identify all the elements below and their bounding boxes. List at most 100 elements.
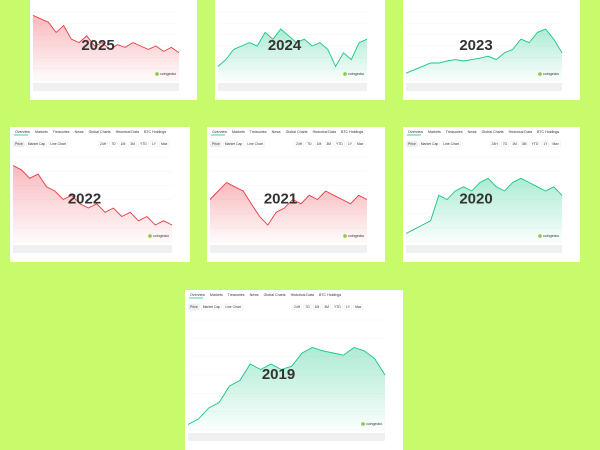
- chart-button-box: [245, 140, 265, 148]
- chart-button-box: [305, 140, 314, 148]
- chart-button: Max: [355, 305, 362, 309]
- chart-button-box: [118, 140, 127, 148]
- chart-button: Market Cap: [225, 142, 243, 146]
- price-area: [406, 29, 562, 80]
- chart-button: YTD: [334, 305, 341, 309]
- tab: News: [468, 130, 477, 134]
- chart-button: 1Y: [346, 305, 351, 309]
- tab: Historical Data: [509, 130, 532, 134]
- price-line: [405, 177, 563, 234]
- brand-name: coingecko: [153, 234, 169, 238]
- year-label: 2024: [268, 37, 302, 54]
- year-label: 2020: [459, 190, 492, 207]
- tab: Markets: [428, 130, 441, 134]
- chart-button: Line Chart: [225, 305, 241, 309]
- chart-button: 1M: [512, 142, 517, 146]
- chart-button-box: [355, 140, 366, 148]
- brand-name: coingecko: [543, 72, 559, 76]
- brand-logo: [361, 422, 365, 426]
- volume-strip: [13, 245, 172, 253]
- year-label: 2025: [81, 37, 114, 54]
- chart-button-box: [419, 140, 440, 148]
- tab: BTC Holdings: [319, 293, 341, 297]
- chart-panel: Overview Markets Treasuries News Global Char…: [10, 127, 190, 262]
- chart-button: YTD: [336, 142, 343, 146]
- chart-button: Line Chart: [247, 142, 263, 146]
- chart-panel: 2025 coingecko: [30, 0, 197, 100]
- chart-button-box: [201, 303, 222, 311]
- tab: Historical Data: [291, 293, 314, 297]
- brand-logo: [343, 72, 347, 76]
- chart-button: 1M: [317, 142, 322, 146]
- price-line: [32, 14, 180, 54]
- price-line: [217, 28, 368, 68]
- chart-button-box: [489, 140, 500, 148]
- chart-button-box: [159, 140, 170, 148]
- chart-button: Line Chart: [443, 142, 459, 146]
- tab: BTC Holdings: [341, 130, 363, 134]
- brand-name: coingecko: [366, 422, 382, 426]
- chart-button: 7D: [111, 142, 116, 146]
- chart-button-box: [98, 140, 108, 148]
- chart-button-box: [314, 140, 323, 148]
- tab: Global Charts: [264, 293, 286, 297]
- tab: Markets: [210, 293, 223, 297]
- chart-button-box: [441, 140, 461, 148]
- chart-button-box: [109, 140, 118, 148]
- tab: Global Charts: [89, 130, 111, 134]
- tab: News: [272, 130, 281, 134]
- chart-button-box: [529, 140, 541, 148]
- chart-button: 24H: [100, 142, 107, 146]
- volume-strip: [210, 245, 367, 253]
- chart-button: Max: [161, 142, 168, 146]
- tab: Overview: [408, 130, 423, 134]
- brand-name: coingecko: [543, 234, 559, 238]
- chart-button-box: [332, 303, 343, 311]
- price-area: [33, 15, 179, 80]
- tab: Global Charts: [482, 130, 504, 134]
- chart-button-box: [13, 140, 25, 148]
- chart-button: 7D: [307, 142, 312, 146]
- brand-logo: [155, 72, 159, 76]
- brand-name: coingecko: [160, 72, 176, 76]
- chart-button: 24H: [492, 142, 499, 146]
- chart-button: Price: [408, 142, 416, 146]
- tab: News: [250, 293, 259, 297]
- volume-strip: [33, 83, 179, 91]
- tab: Treasuries: [250, 130, 267, 134]
- chart-panel: 2024 coingecko: [215, 0, 385, 100]
- chart-button-box: [210, 140, 222, 148]
- tab: Historical Data: [313, 130, 336, 134]
- chart-button-box: [26, 140, 47, 148]
- chart-button-box: [292, 303, 302, 311]
- tab: Markets: [35, 130, 48, 134]
- price-area: [218, 29, 367, 80]
- brand-logo: [538, 234, 542, 238]
- chart-button-box: [322, 303, 331, 311]
- year-label: 2019: [262, 366, 295, 383]
- chart-button-box: [312, 303, 321, 311]
- chart-button-box: [346, 140, 354, 148]
- chart-button: 1Y: [152, 142, 157, 146]
- tab: Treasuries: [446, 130, 463, 134]
- tab: Global Charts: [286, 130, 308, 134]
- chart-button-box: [128, 140, 137, 148]
- chart-button: 24H: [296, 142, 303, 146]
- chart-button: 1Y: [348, 142, 353, 146]
- chart-button: Max: [357, 142, 364, 146]
- year-label: 2022: [68, 190, 101, 207]
- chart-button-box: [520, 140, 529, 148]
- chart-button-box: [223, 140, 244, 148]
- chart-panel: Overview Markets Treasuries News Global Char…: [185, 290, 403, 450]
- price-area: [188, 347, 385, 430]
- chart-button-box: [510, 140, 519, 148]
- chart-button: Market Cap: [203, 305, 221, 309]
- chart-panel: Overview Markets Treasuries News Global Char…: [207, 127, 385, 262]
- chart-panel: Overview Markets Treasuries News Global Char…: [403, 127, 580, 262]
- chart-panel: 2023 coingecko: [403, 0, 580, 100]
- brand-name: coingecko: [348, 72, 364, 76]
- chart-button: 1Y: [543, 142, 548, 146]
- chart-button-box: [294, 140, 304, 148]
- chart-button: YTD: [532, 142, 539, 146]
